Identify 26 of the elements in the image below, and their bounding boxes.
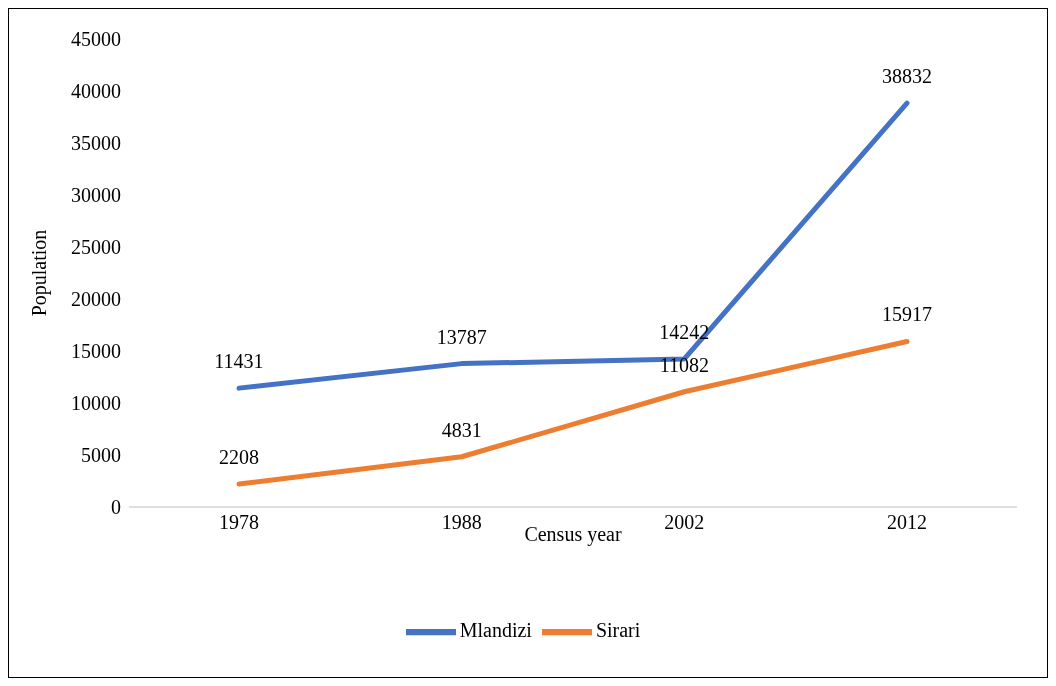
legend-label: Sirari [595, 618, 641, 641]
data-label: 11082 [659, 353, 709, 376]
x-tick-label: 1988 [441, 511, 482, 534]
x-tick-label: 2012 [887, 511, 927, 534]
legend-label: Mlandizi [459, 618, 532, 641]
data-label: 15917 [882, 303, 932, 326]
data-label: 38832 [882, 65, 932, 88]
y-tick-label: 45000 [71, 28, 121, 51]
data-label: 11431 [214, 350, 264, 373]
y-tick-label: 5000 [81, 444, 121, 467]
y-axis-title: Population [28, 229, 52, 317]
data-label: 13787 [436, 325, 487, 348]
y-tick-label: 10000 [71, 392, 121, 415]
x-axis-title: Census year [524, 523, 622, 546]
x-tick-label: 2002 [664, 511, 705, 534]
y-tick-label: 15000 [71, 340, 121, 363]
y-tick-label: 20000 [71, 288, 121, 311]
y-tick-label: 30000 [71, 184, 121, 207]
x-tick-label: 1978 [219, 511, 259, 534]
y-tick-label: 25000 [71, 236, 121, 259]
data-label: 2208 [219, 446, 259, 469]
y-tick-label: 0 [111, 496, 121, 519]
data-label: 4831 [441, 418, 482, 441]
y-tick-label: 35000 [71, 132, 121, 155]
y-tick-label: 40000 [71, 80, 121, 103]
data-label: 14242 [659, 320, 710, 343]
